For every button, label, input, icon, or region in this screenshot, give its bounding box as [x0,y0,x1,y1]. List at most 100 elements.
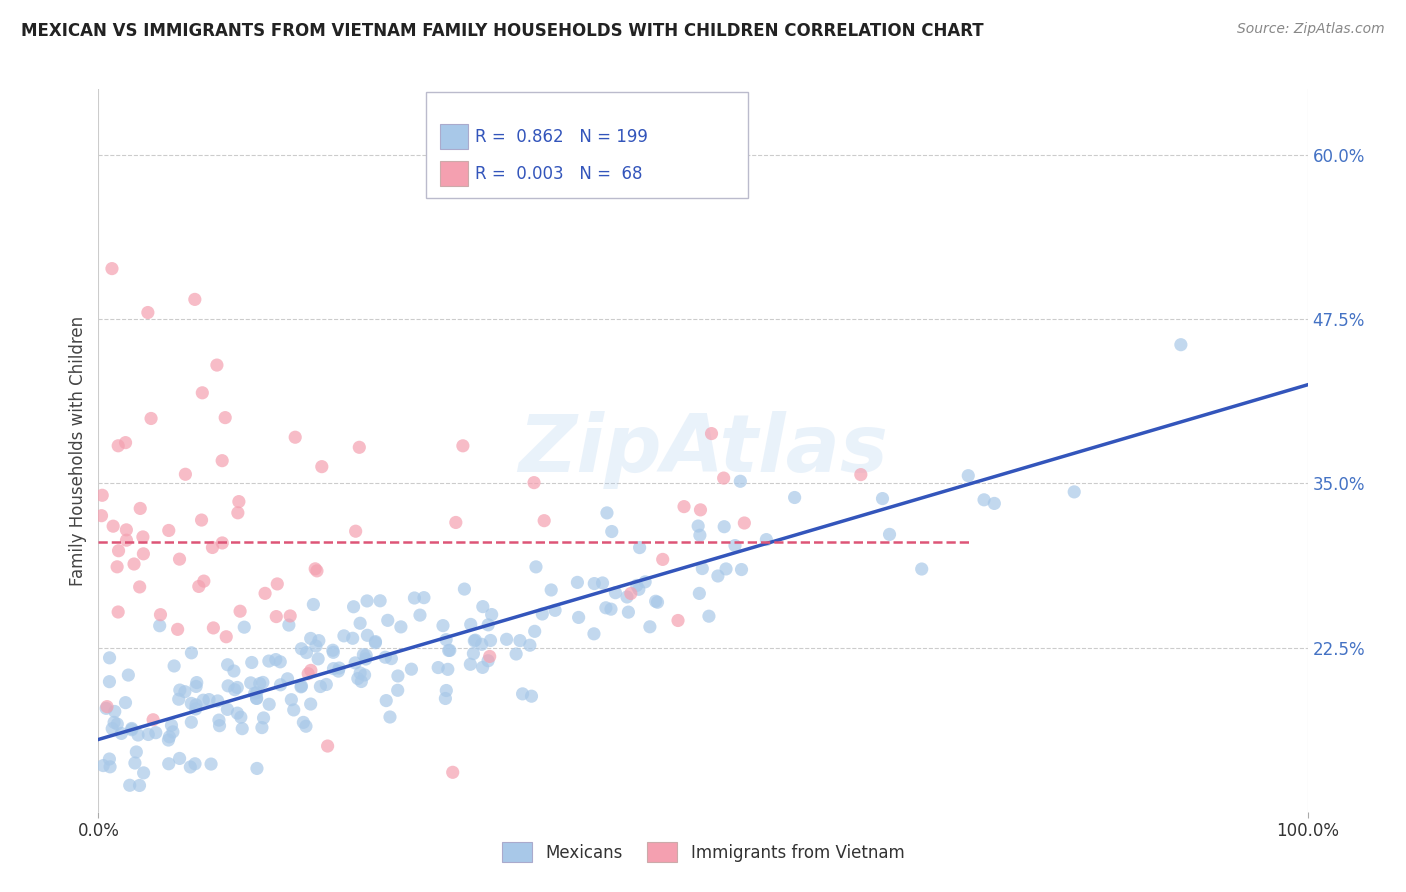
Point [651,552,673,566]
Point [531,607,554,621]
Point [295,719,318,733]
Point [117,668,139,682]
Point [464,633,486,648]
Point [290,679,312,693]
Point [307,652,329,666]
Point [114,696,136,710]
Point [481,607,503,622]
Point [299,697,322,711]
Point [264,652,287,666]
Point [879,527,901,541]
Point [240,656,263,670]
Point [295,646,318,660]
Point [692,561,714,575]
Point [226,681,249,695]
Point [163,659,186,673]
Point [783,491,806,505]
Point [226,506,249,520]
Point [169,751,191,765]
Point [849,467,872,482]
Point [184,702,207,716]
Point [432,618,454,632]
Point [973,492,995,507]
Point [157,756,180,771]
Point [246,686,269,700]
Point [524,560,547,574]
Point [596,506,619,520]
Point [157,733,180,747]
Point [245,691,267,706]
Point [872,491,894,506]
Point [523,475,546,490]
Point [322,662,344,676]
Point [409,608,432,623]
Point [1063,484,1085,499]
Point [471,637,494,651]
Point [118,778,141,792]
Point [700,426,723,441]
Point [333,629,356,643]
Point [311,459,333,474]
Point [266,577,288,591]
Point [98,650,121,665]
Point [211,536,233,550]
Point [149,619,172,633]
Point [187,579,209,593]
Point [444,516,467,530]
Point [730,475,752,489]
Point [1170,337,1192,351]
Point [257,654,280,668]
Point [142,713,165,727]
Point [600,602,623,616]
Point [208,719,231,733]
Point [127,728,149,742]
Point [342,599,364,614]
Point [344,524,367,539]
Point [249,676,271,690]
Point [284,430,307,444]
Point [592,576,614,591]
Point [523,624,546,639]
Point [673,500,696,514]
Point [157,730,180,744]
Point [280,692,302,706]
Point [205,358,228,372]
Point [278,609,301,624]
Point [477,654,499,668]
Point [471,599,494,614]
Point [104,705,127,719]
Point [689,528,711,542]
Point [302,598,325,612]
Point [628,541,651,555]
Point [437,643,460,657]
Point [202,621,225,635]
Point [349,616,371,631]
Point [224,682,246,697]
Point [184,756,207,771]
Point [463,647,485,661]
Point [309,680,332,694]
Point [427,660,450,674]
Point [688,586,710,600]
Point [174,467,197,482]
Point [595,600,617,615]
Point [730,563,752,577]
Point [620,586,643,600]
Point [434,632,457,647]
Point [304,562,326,576]
Point [356,594,378,608]
Point [297,666,319,681]
Point [308,633,330,648]
Point [125,745,148,759]
Point [374,650,396,665]
Point [349,440,371,454]
Point [404,591,426,605]
Point [713,519,735,533]
Point [436,662,458,676]
Point [132,530,155,544]
Point [169,683,191,698]
Text: R =  0.003   N =  68: R = 0.003 N = 68 [475,165,643,183]
Point [911,562,934,576]
Point [583,576,606,591]
Point [207,694,229,708]
